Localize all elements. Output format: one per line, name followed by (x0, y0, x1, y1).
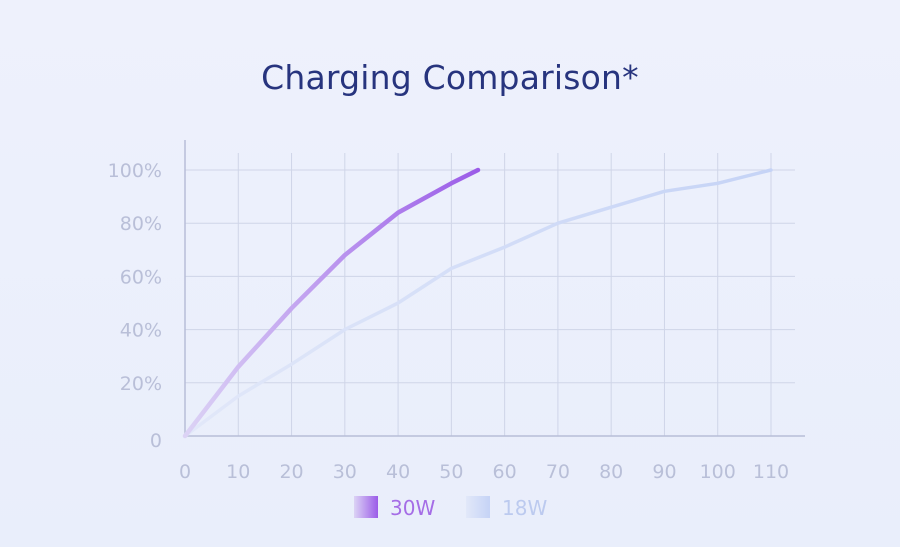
x-tick-label-50: 50 (439, 461, 463, 483)
x-tick-label-30: 30 (333, 461, 357, 483)
legend: 30W 18W (354, 496, 547, 520)
x-tick-label-100: 100 (700, 461, 736, 483)
x-tick-label-110: 110 (753, 461, 789, 483)
x-tick-label-90: 90 (652, 461, 676, 483)
y-tick-label-60: 60% (120, 266, 162, 288)
y-tick-label-20: 20% (120, 373, 162, 395)
axes (184, 140, 805, 437)
legend-swatch-30w (354, 496, 378, 518)
x-tick-label-70: 70 (546, 461, 570, 483)
y-tick-label-0: 0 (150, 430, 162, 452)
y-tick-label-100: 100% (108, 160, 162, 182)
legend-label-18w: 18W (502, 496, 547, 520)
chart-title: Charging Comparison* (261, 58, 639, 97)
x-tick-label-60: 60 (493, 461, 517, 483)
series-line-30w (182, 167, 481, 439)
y-tick-label-40: 40% (120, 320, 162, 342)
series-lines (182, 167, 773, 439)
x-tick-label-0: 0 (179, 461, 191, 483)
x-tick-label-10: 10 (226, 461, 250, 483)
x-tick-labels: 0 10 20 30 40 50 60 70 80 90 100 110 (179, 461, 789, 483)
x-tick-label-40: 40 (386, 461, 410, 483)
grid-lines (185, 153, 795, 436)
legend-swatch-18w (466, 496, 490, 518)
series-line-18w (183, 168, 773, 438)
x-tick-label-20: 20 (279, 461, 303, 483)
x-tick-label-80: 80 (599, 461, 623, 483)
legend-label-30w: 30W (390, 496, 435, 520)
y-tick-labels: 0 20% 40% 60% 80% 100% (108, 160, 162, 452)
y-tick-label-80: 80% (120, 213, 162, 235)
